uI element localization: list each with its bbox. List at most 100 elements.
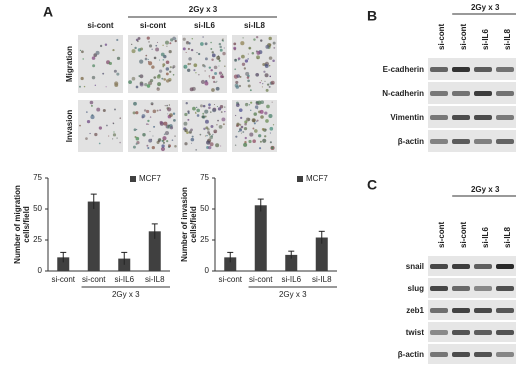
cell [215, 86, 220, 91]
band [474, 139, 492, 144]
cell [216, 80, 218, 82]
error-bar [90, 193, 97, 209]
cell [210, 48, 213, 50]
cell [261, 80, 263, 82]
cell [236, 122, 240, 126]
cell [193, 69, 196, 72]
x-tick-label: si-IL6 [281, 275, 301, 284]
band [474, 67, 492, 72]
cell [162, 136, 167, 141]
cell [237, 57, 241, 60]
legend-swatch [130, 176, 136, 182]
cell [260, 39, 263, 42]
cell [131, 49, 136, 54]
cell [265, 44, 270, 49]
band [430, 91, 448, 96]
band [496, 286, 514, 291]
cell [269, 126, 274, 131]
blot-strip [428, 106, 516, 128]
cell [131, 43, 133, 45]
cell [79, 49, 82, 52]
cell [153, 56, 157, 60]
bar [254, 205, 267, 271]
bar [57, 257, 70, 271]
band [452, 286, 470, 291]
protein-label: twist [406, 328, 425, 337]
cell [252, 139, 256, 143]
cell [160, 52, 165, 57]
cell [233, 46, 237, 50]
cell [164, 104, 166, 107]
cell [174, 39, 177, 43]
y-tick-label: 0 [38, 266, 43, 275]
cell [205, 126, 209, 130]
cell [80, 76, 84, 81]
cell [165, 40, 169, 45]
cell [116, 72, 120, 76]
cell [168, 104, 171, 106]
cell [145, 54, 148, 57]
cell [242, 37, 244, 39]
protein-label: β-actin [398, 137, 424, 146]
bar [87, 201, 100, 271]
band [430, 115, 448, 120]
cell [238, 84, 242, 88]
cell [134, 46, 137, 50]
cell [213, 129, 218, 134]
protein-label: zeb1 [406, 306, 424, 315]
cell [113, 69, 117, 73]
cell [209, 142, 214, 147]
cell [234, 68, 237, 71]
cell [146, 123, 148, 126]
cell [162, 139, 165, 142]
cell [215, 81, 217, 84]
cell [90, 115, 95, 120]
lane-label: si-cont [437, 221, 446, 248]
cell [255, 35, 259, 39]
cell [187, 118, 190, 121]
cell [155, 47, 160, 52]
cell [106, 124, 108, 127]
band [452, 91, 470, 96]
cell [182, 47, 186, 51]
x-tick-label: si-cont [249, 275, 273, 284]
cell [138, 75, 141, 78]
cell [168, 144, 170, 146]
cell [268, 85, 271, 88]
micrograph [232, 100, 277, 152]
cell [148, 61, 153, 66]
micrograph [78, 100, 123, 152]
cell [174, 144, 177, 148]
cell [162, 63, 166, 67]
cell [160, 146, 166, 152]
y-axis-label: Number of migration [13, 185, 22, 264]
cell [207, 131, 210, 134]
cell [243, 142, 248, 147]
cell [208, 66, 212, 69]
cell [202, 112, 205, 115]
cell [204, 115, 207, 118]
cell [261, 128, 265, 131]
cell [199, 104, 203, 108]
cell [144, 83, 148, 87]
y-axis-label: cells/field [22, 206, 31, 243]
cell [253, 38, 256, 41]
cell [136, 128, 138, 131]
band [474, 115, 492, 120]
cell [200, 79, 206, 85]
cell [147, 61, 150, 63]
band [496, 67, 514, 72]
cell [166, 45, 168, 47]
cell [147, 119, 150, 123]
protein-label: slug [408, 284, 425, 293]
cell [157, 139, 161, 143]
cell [82, 58, 84, 60]
band [496, 308, 514, 313]
lane-label: si-cont [459, 23, 468, 50]
cell [188, 57, 192, 61]
cell [247, 79, 250, 83]
cell [247, 117, 251, 121]
cell [155, 44, 158, 47]
cell [218, 65, 220, 67]
cell [204, 70, 206, 72]
